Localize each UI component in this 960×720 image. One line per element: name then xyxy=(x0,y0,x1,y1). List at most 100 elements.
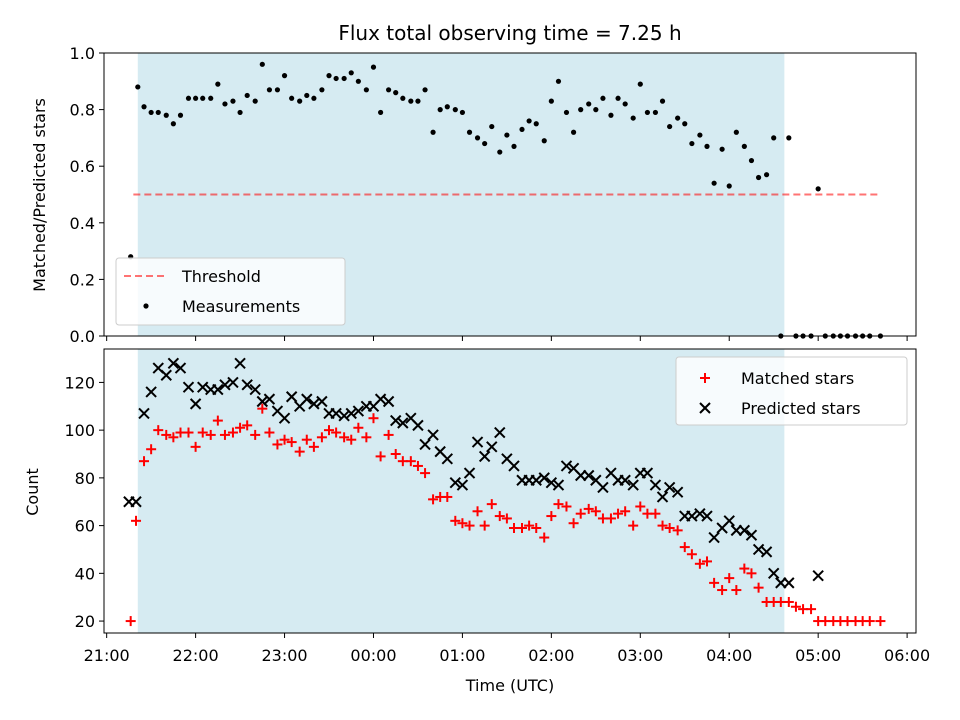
matched-star-point xyxy=(686,549,697,560)
top-y-tick-label: 0.6 xyxy=(70,157,95,176)
predicted-star-point xyxy=(745,529,758,541)
predicted-star-point-b xyxy=(694,507,706,520)
predicted-star-point xyxy=(627,479,639,491)
matched-star-point xyxy=(575,508,586,519)
measurement-point xyxy=(541,138,547,144)
matched-star-point xyxy=(701,556,712,567)
predicted-star-point-b xyxy=(308,398,320,410)
measurement-point xyxy=(208,95,214,101)
predicted-star-point xyxy=(545,476,558,489)
matched-star-point xyxy=(517,522,528,533)
measurement-point xyxy=(704,143,710,149)
measurement-point xyxy=(408,98,414,104)
matched-star-point xyxy=(390,449,401,460)
measurement-point xyxy=(141,104,147,110)
matched-star-point xyxy=(383,429,394,440)
measurement-point xyxy=(482,140,488,147)
matched-star-point xyxy=(324,425,335,436)
predicted-star-point-b xyxy=(723,515,735,527)
measurement-point xyxy=(497,149,503,155)
measurement-point xyxy=(593,107,599,113)
matched-star-point xyxy=(694,558,705,569)
matched-star-point xyxy=(183,427,194,438)
top-y-tick-label: 0.8 xyxy=(70,101,95,120)
matched-star-point xyxy=(242,420,253,431)
predicted-star-point-b xyxy=(686,510,698,522)
measurement-point xyxy=(237,109,243,116)
predicted-star-point xyxy=(308,398,320,410)
predicted-star-point xyxy=(397,417,409,429)
predicted-star-point-b xyxy=(271,405,284,417)
predicted-star-point-b xyxy=(738,524,751,537)
predicted-star-point xyxy=(197,381,209,393)
matched-star-point xyxy=(301,434,312,445)
measurement-point xyxy=(355,78,361,84)
matched-star-point xyxy=(250,429,261,440)
predicted-star-point-b xyxy=(397,417,409,429)
matched-star-point xyxy=(561,501,572,512)
matched-star-point xyxy=(131,515,142,526)
predicted-star-point-b xyxy=(197,381,209,393)
measurement-point xyxy=(148,109,154,116)
measurement-point xyxy=(711,180,717,186)
measurement-point xyxy=(630,115,636,121)
matched-star-point xyxy=(428,494,439,505)
predicted-star-point-b xyxy=(583,469,595,482)
predicted-star-point xyxy=(145,386,157,398)
matched-star-point xyxy=(553,499,564,510)
measurement-point xyxy=(786,135,792,141)
predicted-star-point-b xyxy=(285,391,298,403)
measurement-point xyxy=(155,109,161,116)
predicted-star-point xyxy=(189,398,202,410)
predicted-star-point xyxy=(167,357,180,370)
top-y-tick-label: 0.0 xyxy=(70,327,95,346)
predicted-star-point-b xyxy=(330,407,342,420)
measurement-point xyxy=(222,101,228,107)
measurement-point xyxy=(297,98,303,104)
bottom-y-tick-label: 60 xyxy=(75,517,95,536)
bottom-y-tick-label: 20 xyxy=(75,612,95,631)
top-y-axis-label: Matched/Predicted stars xyxy=(30,98,49,292)
predicted-star-point xyxy=(694,507,706,520)
bottom-legend: Matched stars Predicted stars xyxy=(675,356,908,426)
measurement-point xyxy=(570,129,577,135)
measurement-point xyxy=(422,87,428,93)
bottom-panel: 20 40 60 80 100 120 21:00 22:00 23:00 00:00 01:00 0… xyxy=(64,348,930,665)
predicted-star-point-b xyxy=(597,481,609,494)
measurement-point xyxy=(333,75,339,82)
predicted-star-point xyxy=(182,381,195,393)
bottom-x-tick-label: 04:00 xyxy=(706,646,752,665)
measurement-point xyxy=(652,109,659,116)
predicted-star-point xyxy=(463,467,476,479)
measurement-point xyxy=(437,107,443,113)
measurement-point xyxy=(163,112,169,118)
x-axis-label: Time (UTC) xyxy=(465,676,554,695)
predicted-star-point-b xyxy=(656,491,669,503)
matched-star-point xyxy=(153,425,164,436)
matched-star-point xyxy=(605,513,616,524)
measurement-point xyxy=(637,81,643,87)
predicted-star-point-b xyxy=(189,398,202,410)
matched-star-point xyxy=(190,441,201,452)
predicted-star-point xyxy=(538,472,550,484)
measurement-point xyxy=(719,146,725,152)
predicted-star-point-b xyxy=(752,543,765,556)
predicted-star-point-b xyxy=(405,412,417,424)
predicted-star-point xyxy=(656,491,669,503)
matched-star-point xyxy=(257,403,268,414)
legend-predicted-label: Predicted stars xyxy=(741,399,861,418)
predicted-star-point xyxy=(263,393,276,405)
matched-star-point xyxy=(531,522,542,533)
bottom-x-tick-label: 01:00 xyxy=(439,646,485,665)
measurement-point xyxy=(519,126,525,133)
predicted-star-point-b xyxy=(671,486,684,498)
measurement-point xyxy=(430,129,436,135)
top-legend-box xyxy=(115,257,346,326)
predicted-star-point-b xyxy=(419,438,431,451)
predicted-star-point xyxy=(619,474,631,486)
predicted-star-point-b xyxy=(745,529,758,541)
predicted-star-point xyxy=(419,438,431,451)
bottom-frame xyxy=(103,348,917,634)
predicted-star-point-b xyxy=(212,383,224,396)
